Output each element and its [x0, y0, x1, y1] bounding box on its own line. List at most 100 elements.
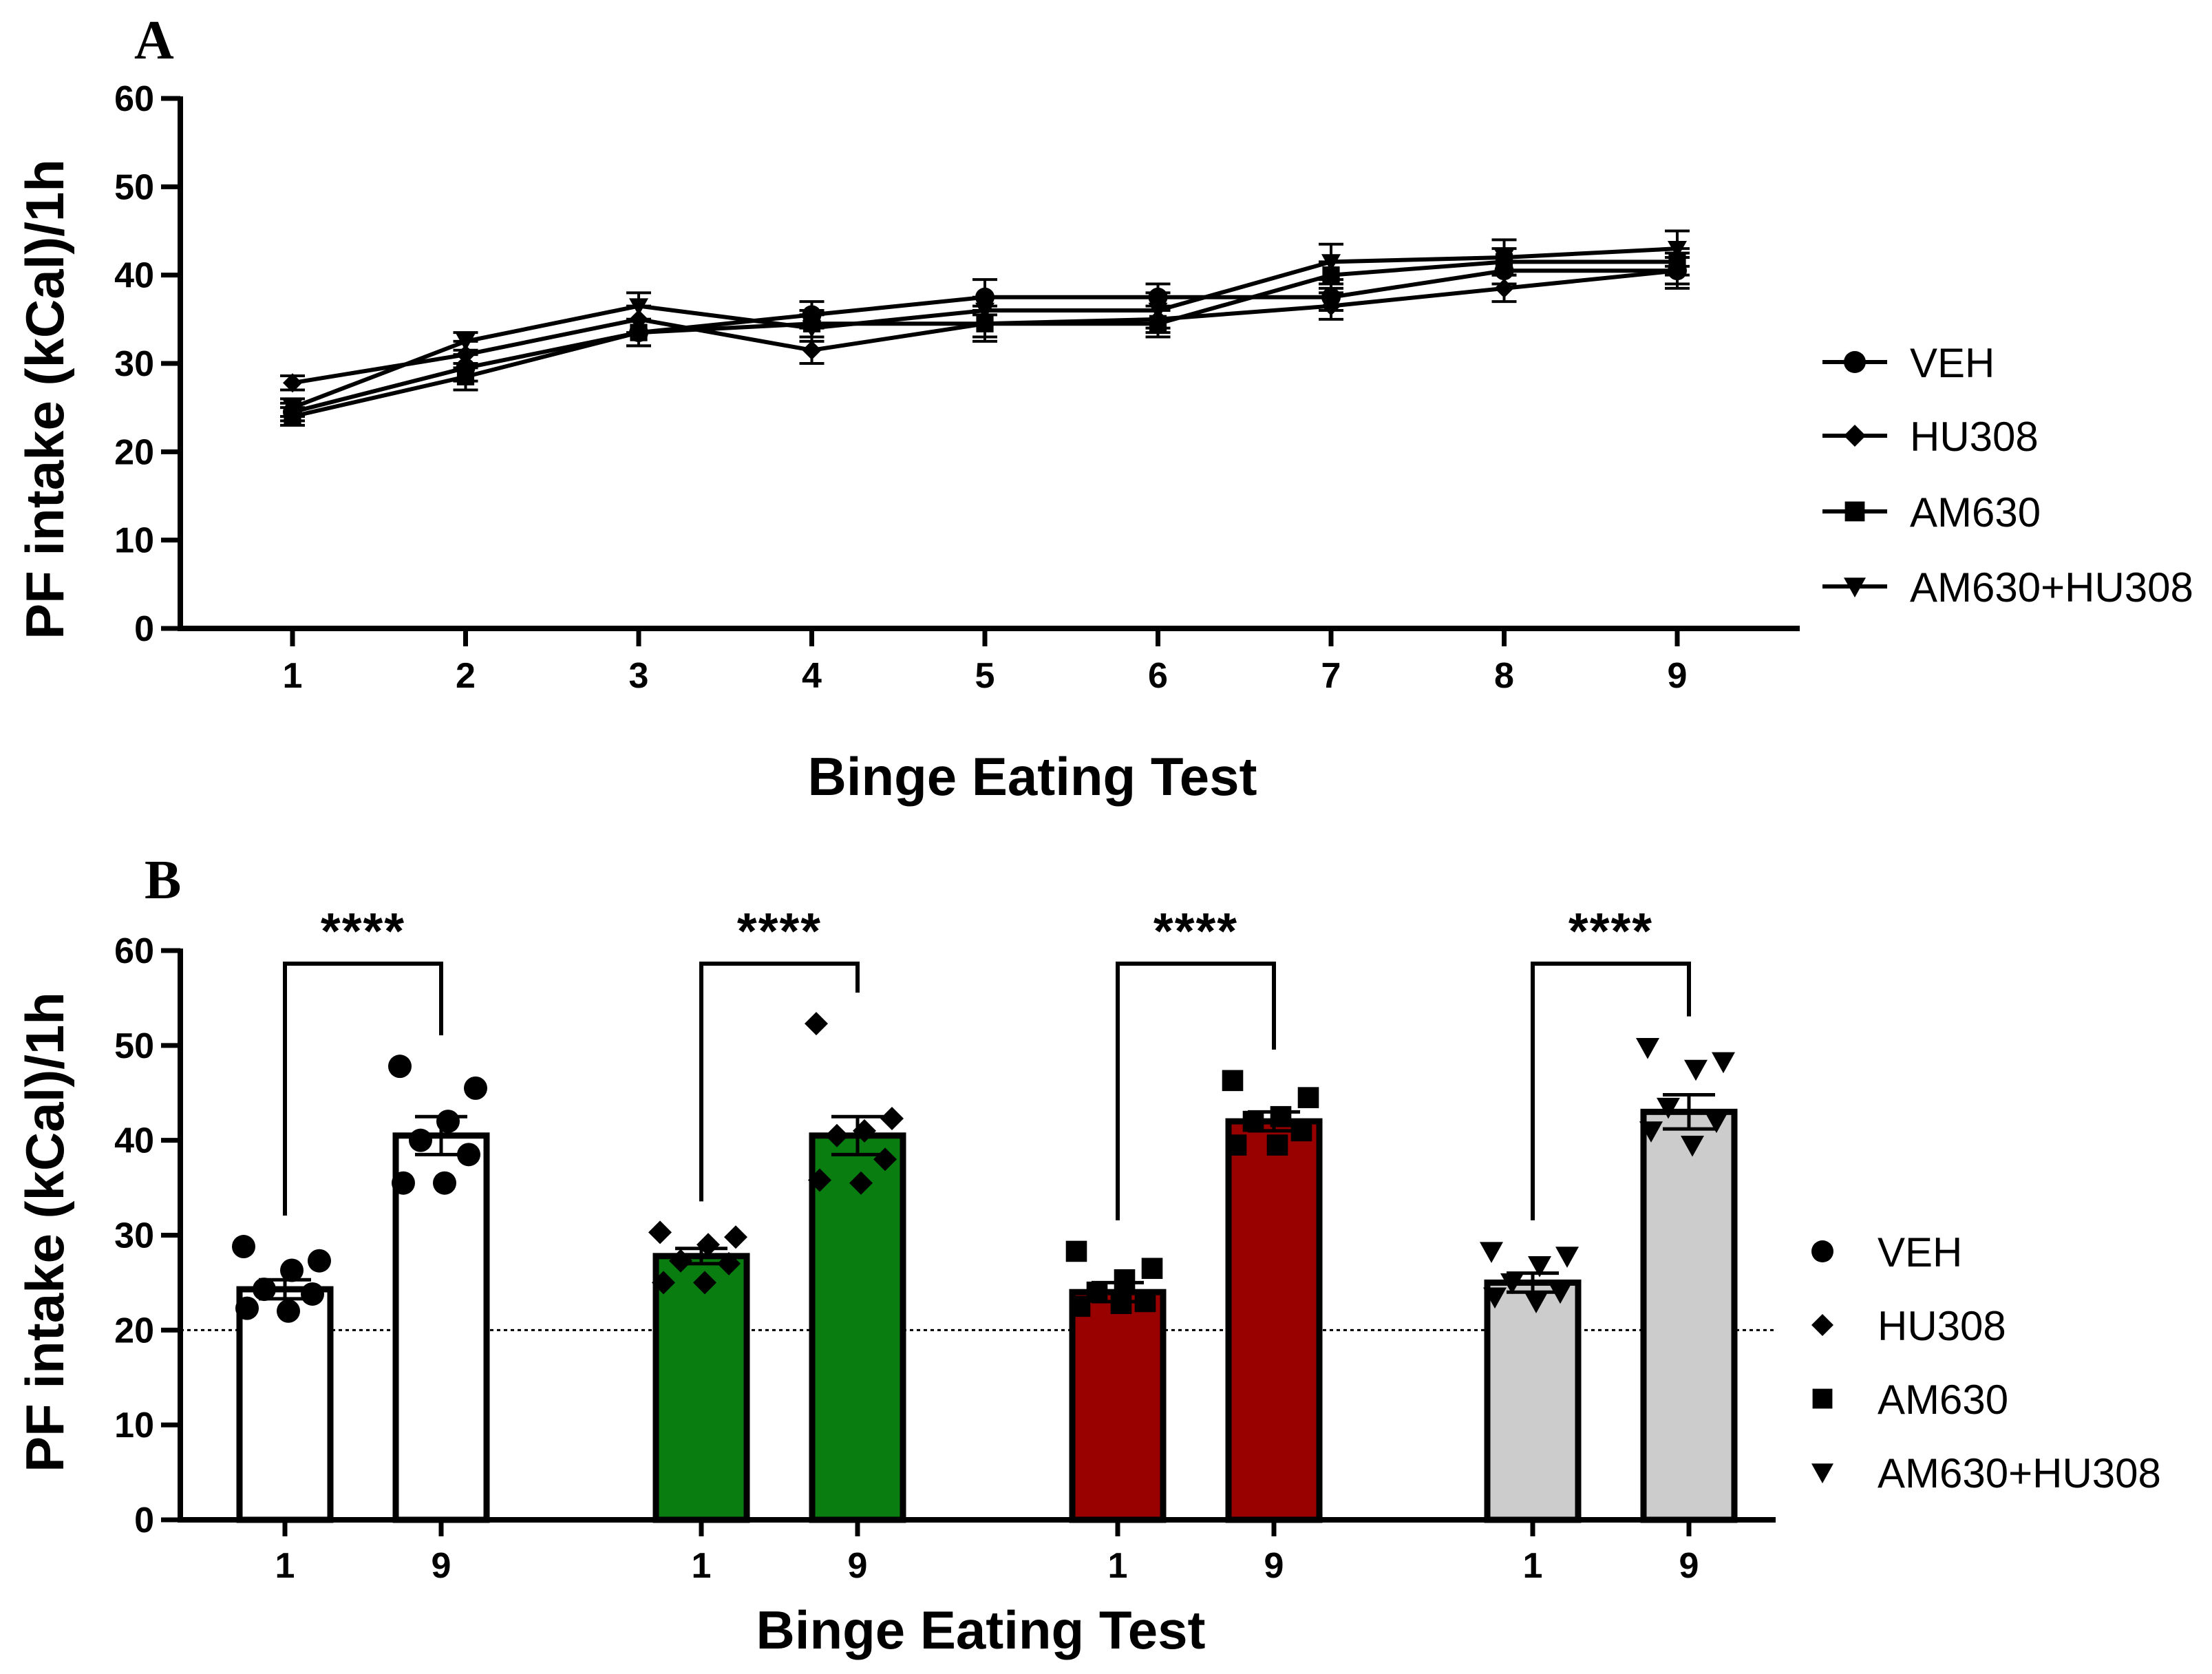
panel-a-y-tick-label: 30 — [114, 344, 154, 384]
panel-b-y-tick-label: 10 — [114, 1406, 154, 1445]
panel-b-point-am630-hu308 — [1483, 1287, 1507, 1309]
panel-b-bar-veh-1 — [236, 1286, 334, 1523]
panel-a-point-am630-hu308 — [283, 399, 302, 418]
panel-b-point-am630-hu308 — [1555, 1247, 1579, 1268]
panel-a-legend-label-veh: VEH — [1910, 340, 1995, 386]
panel-b-point-am630-hu308 — [1549, 1282, 1572, 1304]
panel-a-point-hu308 — [1494, 278, 1514, 298]
panel-b-point-am630-hu308 — [1684, 1059, 1708, 1081]
panel-a-label: A — [134, 10, 174, 71]
panel-b-y-tick-label: 20 — [114, 1311, 154, 1350]
panel-b-significance-bracket — [1531, 962, 1691, 1220]
panel-b-y-tick-label: 60 — [114, 931, 154, 971]
panel-b-point-am630-hu308 — [1657, 1097, 1680, 1119]
panel-b-y-tick-label: 40 — [114, 1121, 154, 1161]
panel-a-y-tick-label: 0 — [134, 609, 154, 649]
panel-b-point-am630 — [1141, 1258, 1163, 1280]
panel-a-x-tick-label: 8 — [1494, 656, 1514, 696]
panel-a-point-am630-hu308 — [1148, 302, 1168, 320]
panel-b-x-tick-label: 1 — [692, 1546, 712, 1586]
panel-b-point-am630 — [1266, 1134, 1288, 1156]
panel-b-y-tick-label: 0 — [134, 1501, 154, 1540]
panel-b-point-veh — [253, 1278, 276, 1302]
panel-a-legend-label-hu308: HU308 — [1910, 414, 2039, 460]
panel-b-point-veh — [235, 1296, 259, 1320]
panel-b-point-am630 — [1242, 1110, 1264, 1132]
panel-a-legend-marker-hu308 — [1844, 425, 1866, 447]
panel-a-point-hu308 — [1321, 296, 1341, 316]
panel-b-point-am630-hu308 — [1480, 1242, 1503, 1263]
panel-b-y-axis-title: PF intake (kCal)/1h — [14, 992, 75, 1472]
panel-b-point-am630-hu308 — [1528, 1256, 1551, 1278]
panel-a-point-am630-hu308 — [802, 320, 822, 338]
panel-b-legend-label-hu308: HU308 — [1878, 1303, 2006, 1349]
panel-a-y-tick-label: 20 — [114, 432, 154, 472]
panel-b-point-am630 — [1065, 1240, 1087, 1262]
panel-b-bar-hu308-1 — [652, 1253, 750, 1523]
panel-a-point-am630-hu308 — [629, 298, 648, 316]
panel-a-chart: 0 10 20 30 40 50 60 1 2 3 4 5 6 7 8 9 — [114, 79, 1800, 696]
panel-a-x-tick-label: 7 — [1321, 656, 1341, 696]
panel-b-point-veh — [280, 1258, 304, 1282]
panel-b-point-am630 — [1110, 1293, 1132, 1315]
panel-a-legend: VEH HU308 AM630 AM630+HU308 — [1822, 340, 2193, 611]
panel-a-y-axis-title: PF intake (kCal)/1h — [14, 159, 75, 639]
panel-b-point-veh — [301, 1282, 324, 1306]
panel-a-y-tick-label: 60 — [114, 79, 154, 119]
panel-b-point-am630 — [1225, 1134, 1247, 1156]
panel-a-x-tick-label: 9 — [1668, 656, 1688, 696]
panel-b-point-hu308 — [849, 1171, 873, 1195]
panel-a-point-am630-hu308 — [975, 302, 995, 320]
panel-b-x-tick-label: 9 — [432, 1546, 451, 1586]
panel-b-legend-marker-am630 — [1812, 1388, 1833, 1409]
panel-b-point-am630-hu308 — [1705, 1112, 1728, 1134]
panel-b-point-hu308 — [669, 1249, 692, 1273]
panel-b-point-am630-hu308 — [1524, 1292, 1548, 1313]
panel-b-significance-label: **** — [1568, 902, 1653, 960]
panel-b-point-am630-hu308 — [1500, 1273, 1524, 1295]
panel-b-bar-am630-1 — [1069, 1289, 1167, 1523]
panel-b-significance-bracket — [283, 962, 443, 1216]
panel-a-x-tick-label: 5 — [975, 656, 995, 696]
panel-a-x-tick-label: 1 — [283, 656, 303, 696]
panel-b-point-am630 — [1222, 1070, 1244, 1092]
panel-b-point-hu308 — [724, 1225, 747, 1249]
panel-a-x-tick-label: 3 — [629, 656, 649, 696]
panel-b-point-am630 — [1069, 1295, 1091, 1317]
panel-b-legend-label-am630: AM630 — [1878, 1377, 2008, 1423]
panel-b-point-hu308 — [880, 1106, 904, 1130]
panel-b-point-veh — [388, 1055, 412, 1079]
panel-b-point-veh — [392, 1171, 415, 1195]
panel-b-x-tick-label: 9 — [848, 1546, 868, 1586]
panel-b-significance-label: **** — [321, 902, 405, 960]
panel-a-x-tick-label: 4 — [802, 656, 822, 696]
panel-b-bar-am630-hu308-1 — [1484, 1279, 1582, 1523]
panel-b-legend-marker-veh — [1811, 1240, 1833, 1262]
panel-b-chart: 1 9 **** 1 9 **** 1 9 **** 1 9 **** 0 10 20 30 40 50 60 — [114, 902, 1776, 1586]
panel-b-significance-bracket — [1116, 962, 1276, 1220]
panel-a-point-am630 — [456, 368, 475, 385]
panel-a-x-axis-title: Binge Eating Test — [808, 746, 1257, 807]
panel-b-point-hu308 — [693, 1271, 716, 1295]
panel-a-point-hu308 — [283, 373, 302, 393]
panel-b-x-tick-label: 1 — [1108, 1546, 1128, 1586]
panel-b-x-tick-label: 1 — [1523, 1546, 1543, 1586]
panel-b-point-am630-hu308 — [1712, 1052, 1735, 1074]
panel-a-point-am630-hu308 — [1494, 249, 1514, 267]
panel-b-legend-label-am630-hu308: AM630+HU308 — [1878, 1450, 2161, 1496]
panel-b-point-hu308 — [805, 1012, 828, 1036]
panel-b-point-am630-hu308 — [1681, 1135, 1704, 1157]
panel-a-legend-marker-am630 — [1844, 501, 1865, 522]
panel-b-y-tick-label: 50 — [114, 1026, 154, 1066]
panel-b-point-hu308 — [808, 1168, 831, 1192]
panel-b-point-hu308 — [648, 1220, 672, 1244]
panel-b-x-tick-label: 9 — [1264, 1546, 1284, 1586]
panel-b-legend-marker-am630-hu308 — [1811, 1463, 1833, 1483]
panel-a-y-tick-label: 50 — [114, 167, 154, 207]
panel-a-point-am630-hu308 — [456, 333, 476, 351]
panel-b-point-veh — [277, 1299, 300, 1323]
panel-b-y-tick-label: 30 — [114, 1216, 154, 1256]
panel-a-point-am630-hu308 — [1668, 240, 1687, 259]
panel-a-point-am630 — [630, 324, 648, 341]
